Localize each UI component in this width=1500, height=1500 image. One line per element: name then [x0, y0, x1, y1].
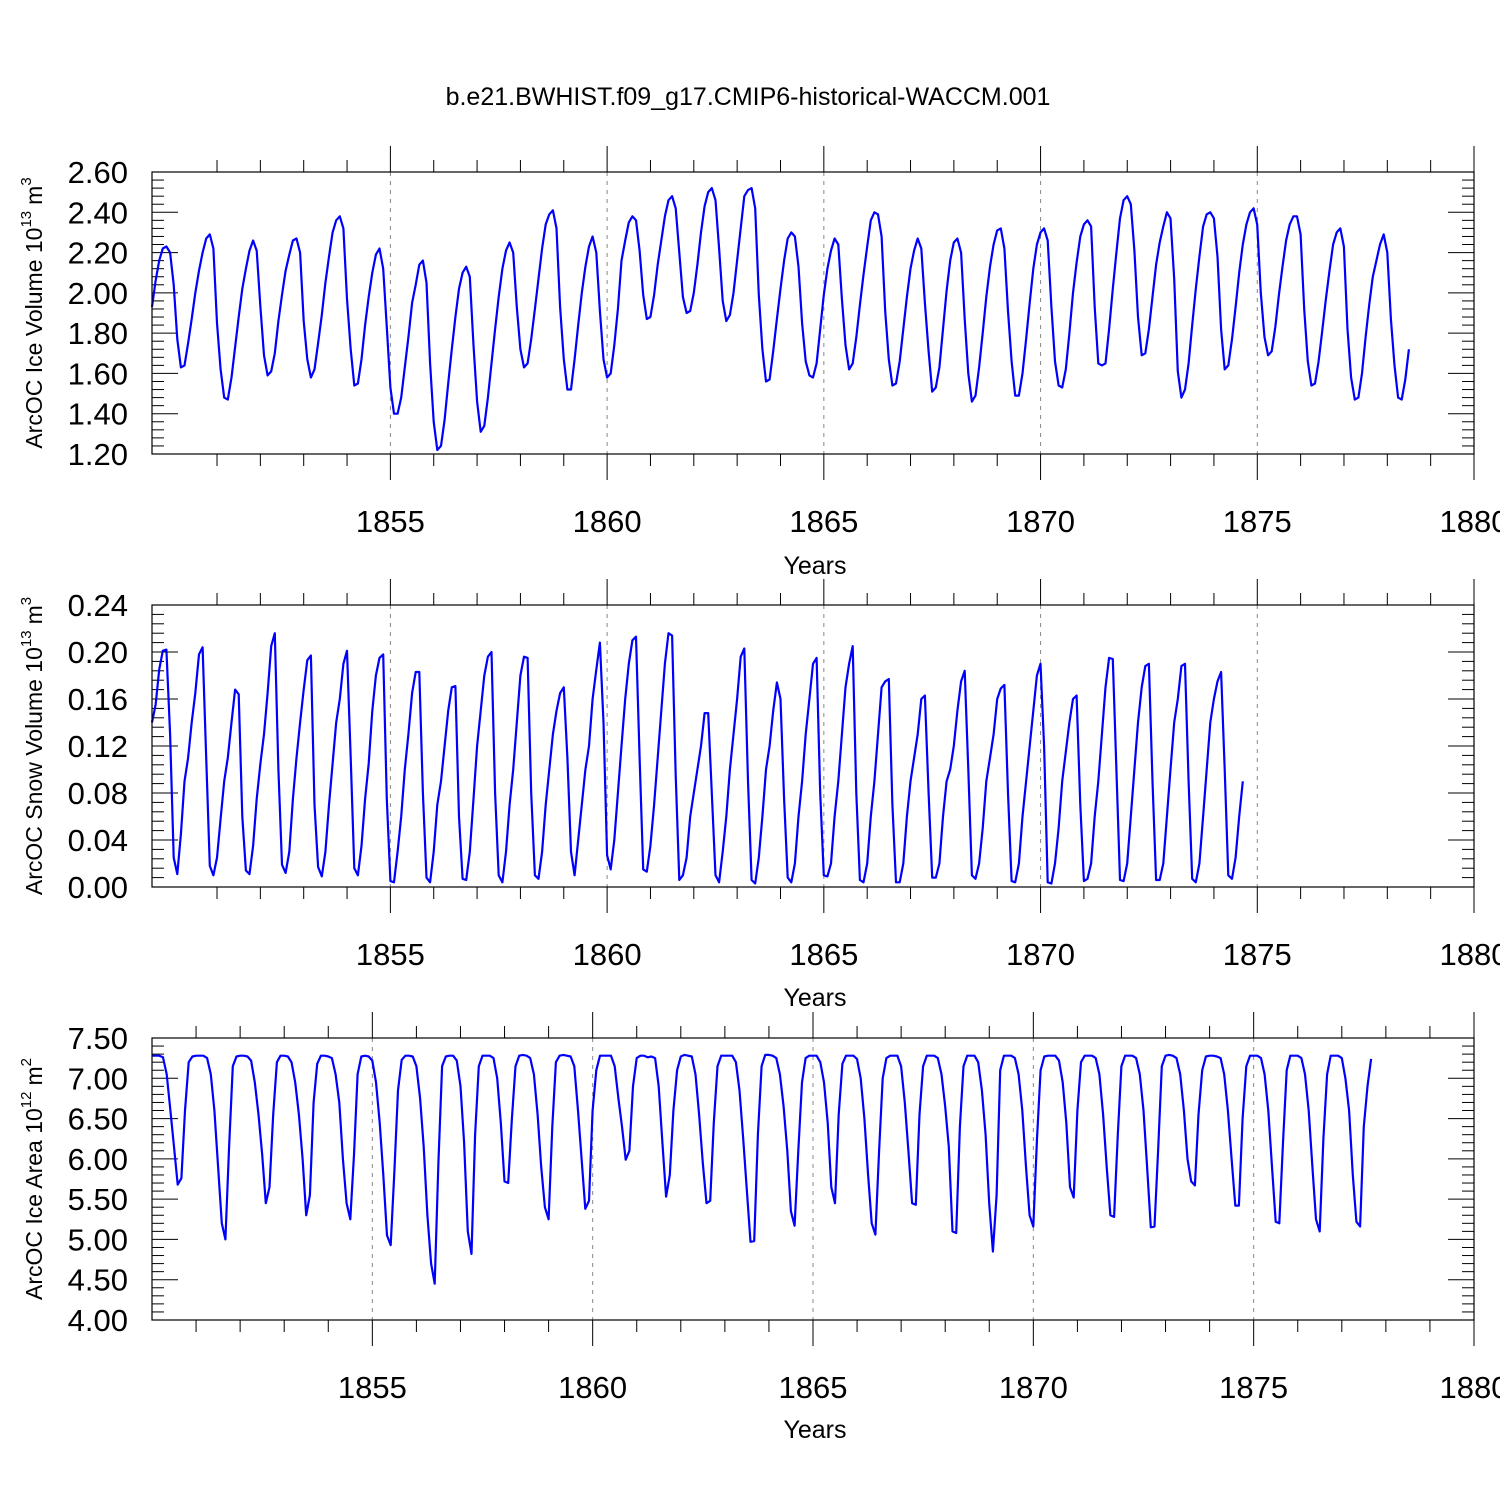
y-tick-label: 7.00	[68, 1061, 128, 1096]
x-tick-label: 1865	[789, 937, 858, 972]
y-axis-label-text: ArcOC Snow Volume 10	[21, 647, 47, 895]
plot-frame	[151, 604, 1475, 888]
x-tick-label: 1860	[558, 1370, 627, 1405]
x-tick-label: 1880	[1440, 937, 1500, 972]
y-axis-label-unit: m	[21, 186, 47, 205]
y-tick-label: 4.50	[68, 1263, 128, 1298]
x-tick-label: 1855	[356, 937, 425, 972]
y-tick-label: 0.08	[68, 776, 128, 811]
y-axis-label-exponent: 13	[18, 630, 35, 647]
y-axis-label-exponent: 12	[18, 1092, 35, 1109]
plot-frame	[151, 1037, 1475, 1321]
chart-title: b.e21.BWHIST.f09_g17.CMIP6-historical-WA…	[446, 83, 1051, 111]
x-tick-label: 1875	[1223, 937, 1292, 972]
series-line-ice-area	[152, 1053, 1373, 1285]
x-tick-label: 1855	[338, 1370, 407, 1405]
y-axis-label-unit: m	[21, 1066, 47, 1085]
x-tick-label: 1870	[1006, 937, 1075, 972]
x-tick-label: 1860	[573, 937, 642, 972]
y-axis-label-exponent: 13	[18, 211, 35, 228]
y-tick-label: 6.00	[68, 1142, 128, 1177]
x-tick-label: 1870	[1006, 504, 1075, 539]
x-tick-label: 1875	[1219, 1370, 1288, 1405]
y-axis-label-unit-exponent: 3	[18, 597, 35, 605]
y-tick-label: 0.12	[68, 729, 128, 764]
panel-ice-area: 1855 1860 1865 1870 1875 1880 4.00 4.50 5.00 5.50…	[18, 1012, 1500, 1444]
y-tick-label: 5.50	[68, 1182, 128, 1217]
x-tick-label: 1880	[1440, 504, 1500, 539]
y-tick-label: 0.20	[68, 635, 128, 670]
y-tick-label: 5.00	[68, 1222, 128, 1257]
plot-frame	[151, 171, 1475, 455]
y-axis-label-text: ArcOC Ice Volume 10	[21, 228, 47, 449]
panel-snow-volume: 1855 1860 1865 1870 1875 1880 0.00 0.04 0.08 0.12…	[18, 579, 1500, 1012]
y-axis-label: ArcOC Snow Volume 1013 m3	[18, 597, 47, 895]
y-tick-label: 0.24	[68, 588, 128, 623]
x-tick-label: 1870	[999, 1370, 1068, 1405]
y-tick-label: 2.00	[68, 276, 128, 311]
y-tick-label: 0.00	[68, 870, 128, 905]
series-line-ice-volume	[150, 187, 1410, 452]
y-tick-label: 0.04	[68, 823, 128, 858]
x-axis-label: Years	[783, 1416, 846, 1444]
y-tick-label: 1.40	[68, 397, 128, 432]
y-tick-label: 1.20	[68, 437, 128, 472]
y-axis-label-unit-exponent: 3	[18, 177, 35, 185]
x-tick-label: 1865	[789, 504, 858, 539]
y-tick-label: 2.20	[68, 236, 128, 271]
panel-ice-volume: 1855 1860 1865 1870 1875 1880 1.20 1.40 1.60 1.80…	[18, 146, 1500, 580]
y-axis-label: ArcOC Ice Volume 1013 m3	[18, 177, 47, 448]
y-tick-label: 2.40	[68, 195, 128, 230]
y-tick-label: 4.00	[68, 1303, 128, 1338]
y-axis-label: ArcOC Ice Area 1012 m2	[18, 1058, 47, 1300]
x-tick-label: 1875	[1223, 504, 1292, 539]
x-tick-label: 1860	[573, 504, 642, 539]
x-tick-label: 1865	[779, 1370, 848, 1405]
x-tick-label: 1880	[1440, 1370, 1500, 1405]
x-axis-label: Years	[783, 984, 846, 1012]
y-tick-label: 1.60	[68, 356, 128, 391]
y-tick-label: 6.50	[68, 1102, 128, 1137]
x-axis-label: Years	[783, 552, 846, 580]
x-tick-label: 1855	[356, 504, 425, 539]
y-tick-label: 1.80	[68, 316, 128, 351]
y-axis-label-text: ArcOC Ice Area 10	[21, 1108, 47, 1300]
y-axis-label-unit-exponent: 2	[18, 1058, 35, 1066]
y-axis-label-unit: m	[21, 605, 47, 624]
y-tick-label: 0.16	[68, 682, 128, 717]
series-line-snow-volume	[150, 632, 1244, 885]
y-tick-label: 2.60	[68, 155, 128, 190]
y-tick-label: 7.50	[68, 1021, 128, 1056]
